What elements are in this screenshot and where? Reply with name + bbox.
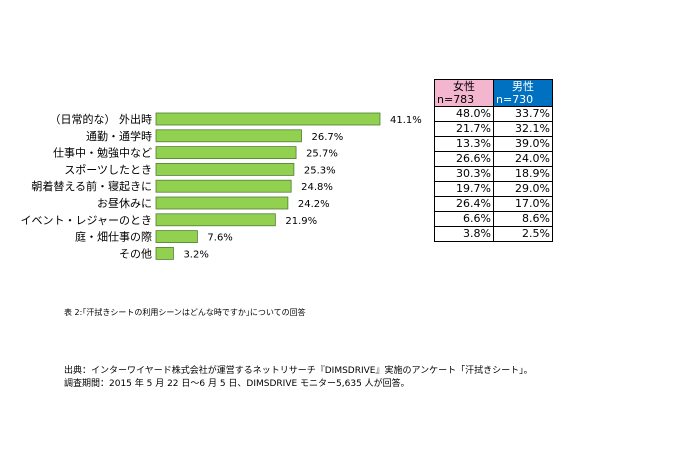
source-line: 出典：インターワイヤード株式会社が運営するネットリサーチ『DIMSDRIVE』実… <box>64 366 533 376</box>
category-label: 庭・畑仕事の際 <box>75 230 152 244</box>
female-value: 19.7% <box>434 181 494 197</box>
value-label: 24.2% <box>298 199 330 210</box>
bar <box>155 230 198 244</box>
bar <box>155 196 289 210</box>
female-value: 21.7% <box>434 121 494 137</box>
male-header: 男性 n=730 <box>493 79 553 107</box>
female-header-label: 女性 <box>453 80 475 93</box>
female-value: 13.3% <box>434 136 494 152</box>
table-row: 6.6% 8.6% <box>434 211 553 227</box>
table-row: 21.7% 32.1% <box>434 121 553 137</box>
value-label: 41.1% <box>390 115 422 126</box>
male-value: 33.7% <box>493 106 553 122</box>
bar-chart: （日常的な） 外出時 41.1% 通勤・通学時 26.7% 仕事中・勉強中など 25.7%… <box>21 112 422 260</box>
bar <box>155 112 381 126</box>
value-label: 25.3% <box>304 165 336 176</box>
value-label: 26.7% <box>312 132 344 143</box>
category-label: スポーツしたとき <box>64 163 152 176</box>
male-value: 29.0% <box>493 181 553 197</box>
male-value: 24.0% <box>493 151 553 167</box>
male-value: 39.0% <box>493 136 553 152</box>
bar <box>155 179 292 193</box>
table-row: 30.3% 18.9% <box>434 166 553 182</box>
male-value: 17.0% <box>493 196 553 212</box>
table-row: 13.3% 39.0% <box>434 136 553 152</box>
gender-breakdown-table: 女性 n=783 男性 n=730 48.0% 33.7% 21.7% 32.1% … <box>434 79 553 242</box>
female-value: 3.8% <box>434 226 494 242</box>
category-label: その他 <box>119 247 152 260</box>
category-label: お昼休みに <box>97 197 152 210</box>
category-label: 朝着替える前・寝起きに <box>31 179 152 193</box>
bar <box>155 162 295 176</box>
table-row: 48.0% 33.7% <box>434 106 553 122</box>
value-label: 7.6% <box>207 233 232 244</box>
source-note: 出典：インターワイヤード株式会社が運営するネットリサーチ『DIMSDRIVE』実… <box>64 365 533 391</box>
category-label: イベント・レジャーのとき <box>21 214 152 227</box>
male-sample-size: n=730 <box>496 93 534 106</box>
female-sample-size: n=783 <box>437 93 475 106</box>
bar <box>155 246 174 260</box>
value-label: 21.9% <box>285 216 317 227</box>
male-header-label: 男性 <box>512 80 534 93</box>
value-label: 25.7% <box>306 149 338 160</box>
value-label: 3.2% <box>183 249 208 260</box>
female-value: 30.3% <box>434 166 494 182</box>
female-header: 女性 n=783 <box>434 79 494 107</box>
table-row: 26.4% 17.0% <box>434 196 553 212</box>
male-value: 32.1% <box>493 121 553 137</box>
male-value: 8.6% <box>493 211 553 227</box>
male-value: 2.5% <box>493 226 553 242</box>
table-row: 19.7% 29.0% <box>434 181 553 197</box>
female-value: 48.0% <box>434 106 494 122</box>
bar <box>155 146 297 160</box>
female-value: 26.4% <box>434 196 494 212</box>
survey-period-line: 調査期間：2015 年 5 月 22 日～6 月 5 日、DIMSDRIVE モ… <box>64 379 410 389</box>
table-caption: 表 2:｢汗拭きシートの利用シーンはどんな時ですか｣についての回答 <box>64 308 306 317</box>
category-label: 仕事中・勉強中など <box>53 146 152 160</box>
bar <box>155 129 302 143</box>
male-value: 18.9% <box>493 166 553 182</box>
bar <box>155 213 276 227</box>
value-label: 24.8% <box>301 182 333 193</box>
female-value: 6.6% <box>434 211 494 227</box>
category-label: （日常的な） 外出時 <box>50 112 153 126</box>
table-row: 26.6% 24.0% <box>434 151 553 167</box>
category-label: 通勤・通学時 <box>86 129 152 143</box>
female-value: 26.6% <box>434 151 494 167</box>
table-row: 3.8% 2.5% <box>434 226 553 242</box>
